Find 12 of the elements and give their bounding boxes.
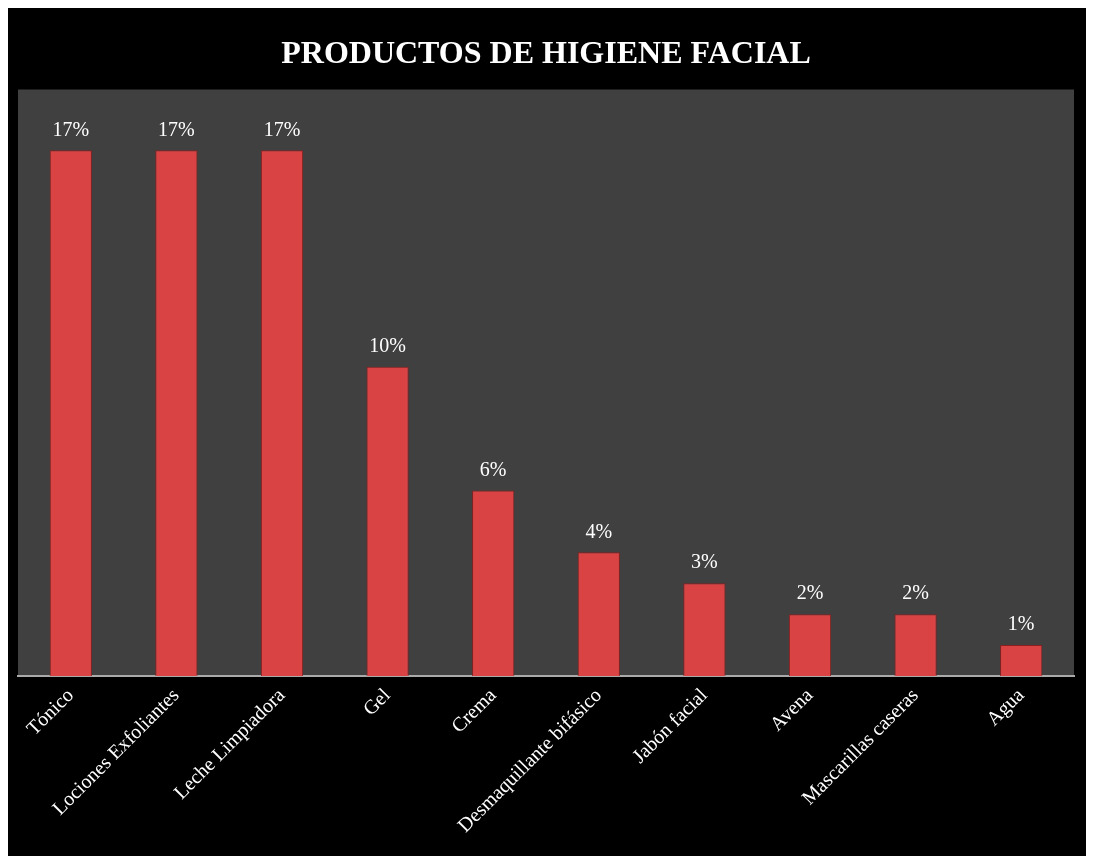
data-label: 6% (479, 457, 507, 480)
data-label: 17% (263, 117, 301, 140)
data-label: 2% (902, 581, 929, 604)
data-label: 17% (52, 117, 90, 140)
data-label: 17% (158, 117, 195, 140)
data-label: 3% (691, 550, 718, 573)
data-label: 1% (1007, 612, 1035, 635)
data-label: 4% (585, 519, 613, 542)
data-label: 2% (796, 581, 824, 604)
chart-title: PRODUCTOS DE HIGIENE FACIAL (281, 34, 811, 71)
x-tick-label: Gel (358, 683, 395, 720)
data-label: 10% (369, 334, 406, 357)
